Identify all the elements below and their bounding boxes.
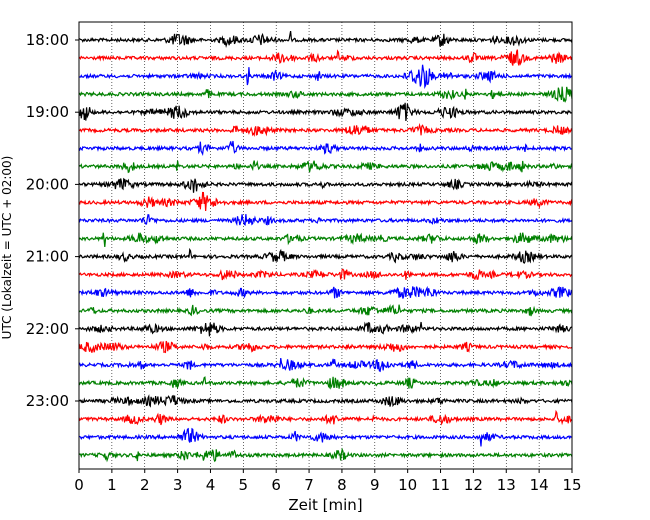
trace-2015 bbox=[78, 191, 573, 211]
y-tick-label: 19:00 bbox=[26, 103, 69, 121]
x-tick-label: 7 bbox=[304, 476, 314, 494]
plot-frame bbox=[78, 21, 573, 470]
x-tick-label: 11 bbox=[431, 476, 450, 494]
x-tick-label: 10 bbox=[398, 476, 417, 494]
trace-2130 bbox=[78, 285, 573, 299]
trace-1800 bbox=[78, 30, 573, 48]
y-tick-label: 18:00 bbox=[26, 31, 69, 49]
trace-2230 bbox=[78, 357, 573, 373]
x-tick-label: 3 bbox=[173, 476, 183, 494]
trace-2330 bbox=[78, 427, 573, 447]
y-tick-label: 21:00 bbox=[26, 248, 69, 266]
x-tick-label: 2 bbox=[140, 476, 150, 494]
trace-1830 bbox=[78, 64, 573, 90]
y-tick-label: 20:00 bbox=[26, 175, 69, 193]
trace-1915 bbox=[78, 122, 573, 138]
x-axis: 0 1 2 3 4 5 6 7 8 9 10 11 12 13 14 15 bbox=[74, 469, 582, 494]
trace-2200 bbox=[78, 321, 573, 337]
trace-2315 bbox=[78, 409, 573, 426]
trace-2045 bbox=[78, 232, 573, 248]
y-tick-label: 22:00 bbox=[26, 320, 69, 338]
x-tick-label: 13 bbox=[497, 476, 516, 494]
vertical-grid bbox=[111, 22, 540, 469]
x-tick-label: 6 bbox=[271, 476, 281, 494]
y-axis-label: UTC (Lokalzeit = UTC + 02:00) bbox=[0, 156, 14, 340]
trace-2100 bbox=[78, 247, 573, 264]
x-tick-label: 5 bbox=[239, 476, 249, 494]
trace-1815 bbox=[78, 49, 573, 66]
x-tick-label: 1 bbox=[107, 476, 117, 494]
trace-group bbox=[78, 30, 573, 463]
x-tick-label: 15 bbox=[562, 476, 581, 494]
y-axis: 18:00 19:00 20:00 21:00 22:00 23:00 bbox=[26, 31, 79, 410]
trace-1930 bbox=[78, 140, 573, 156]
x-tick-label: 0 bbox=[74, 476, 84, 494]
y-tick-label: 23:00 bbox=[26, 392, 69, 410]
x-axis-label: Zeit [min] bbox=[288, 496, 362, 514]
trace-2245 bbox=[78, 376, 573, 390]
trace-2145 bbox=[78, 303, 573, 317]
x-tick-label: 14 bbox=[530, 476, 549, 494]
trace-1845 bbox=[78, 86, 573, 103]
x-tick-label: 8 bbox=[337, 476, 347, 494]
trace-1945 bbox=[78, 160, 573, 174]
trace-2030 bbox=[78, 214, 573, 227]
trace-2115 bbox=[78, 268, 573, 281]
trace-2300 bbox=[78, 394, 573, 408]
x-tick-label: 4 bbox=[206, 476, 216, 494]
x-tick-label: 12 bbox=[464, 476, 483, 494]
x-tick-label: 9 bbox=[370, 476, 380, 494]
trace-2345 bbox=[78, 447, 573, 463]
trace-2215 bbox=[78, 340, 573, 354]
trace-1900 bbox=[78, 102, 573, 121]
trace-2000 bbox=[78, 177, 573, 193]
